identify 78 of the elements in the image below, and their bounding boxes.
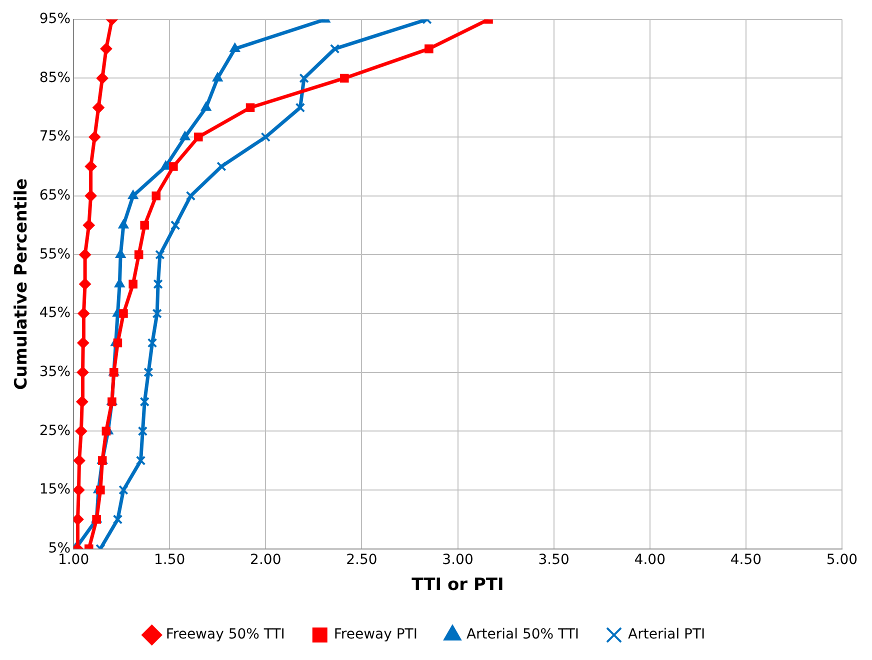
point — [295, 102, 306, 113]
point — [113, 338, 122, 348]
point — [136, 456, 146, 466]
point — [246, 103, 255, 112]
point — [112, 514, 123, 524]
y-tick-label: 65% — [39, 188, 71, 204]
y-axis-title: Cumulative Percentile — [12, 178, 32, 390]
point — [76, 366, 89, 378]
point — [299, 73, 309, 84]
point — [140, 396, 150, 407]
y-tick-label: 85% — [39, 70, 71, 86]
x-tick-label: 1.50 — [154, 552, 186, 568]
point — [128, 190, 138, 200]
point — [92, 102, 104, 114]
point — [84, 160, 97, 172]
point — [134, 250, 144, 260]
point — [74, 484, 85, 496]
point — [128, 280, 138, 288]
x-tick-label: 4.50 — [730, 552, 762, 568]
legend-label: Freeway 50% TTI — [166, 626, 285, 643]
x-tick-label: 5.00 — [826, 552, 858, 568]
point — [138, 426, 148, 436]
point — [200, 102, 212, 111]
x-tick-label: 3.00 — [442, 552, 474, 568]
point — [170, 220, 180, 230]
point — [96, 486, 105, 494]
legend-label: Arterial 50% TTI — [466, 626, 580, 643]
y-tick-label: 35% — [39, 364, 71, 380]
point — [79, 278, 92, 290]
point — [78, 308, 90, 320]
point — [79, 248, 92, 261]
point — [186, 190, 196, 201]
point — [77, 336, 90, 349]
point — [216, 162, 226, 172]
point — [76, 396, 88, 408]
point — [169, 162, 178, 171]
point — [96, 72, 108, 84]
point — [144, 367, 154, 378]
point — [119, 309, 128, 318]
point — [212, 72, 223, 82]
point — [153, 279, 163, 289]
point — [102, 426, 111, 436]
legend-label: Freeway PTI — [334, 626, 418, 643]
point — [147, 338, 158, 348]
x-tick-label: 4.00 — [634, 552, 666, 568]
point — [424, 44, 434, 54]
point — [152, 308, 162, 318]
point — [118, 485, 128, 495]
y-tick-label: 15% — [39, 482, 71, 498]
point — [140, 220, 149, 230]
point — [160, 160, 171, 170]
point — [230, 42, 240, 52]
legend-label: Arterial PTI — [628, 626, 706, 643]
point — [88, 131, 101, 144]
y-tick-label: 25% — [39, 422, 71, 439]
point — [330, 44, 340, 54]
x-tick-label: 3.50 — [538, 552, 570, 568]
y-tick-label: 55% — [39, 246, 71, 262]
y-tick-label: 75% — [39, 128, 71, 145]
x-tick-label: 2.00 — [250, 552, 282, 568]
point — [100, 42, 112, 55]
point — [82, 219, 95, 232]
point — [152, 191, 161, 200]
point — [194, 132, 203, 142]
point — [260, 132, 271, 142]
y-tick-label: 95% — [39, 11, 71, 28]
x-axis-title: TTI or PTI — [412, 575, 504, 596]
point — [84, 190, 97, 202]
point — [115, 248, 126, 258]
point — [74, 454, 86, 467]
point — [92, 515, 101, 524]
point — [75, 425, 88, 438]
x-tick-label: 2.50 — [346, 552, 378, 568]
y-tick-label: 45% — [39, 305, 71, 322]
point — [118, 219, 129, 229]
point — [180, 131, 190, 140]
point — [155, 250, 165, 260]
point — [340, 74, 349, 83]
